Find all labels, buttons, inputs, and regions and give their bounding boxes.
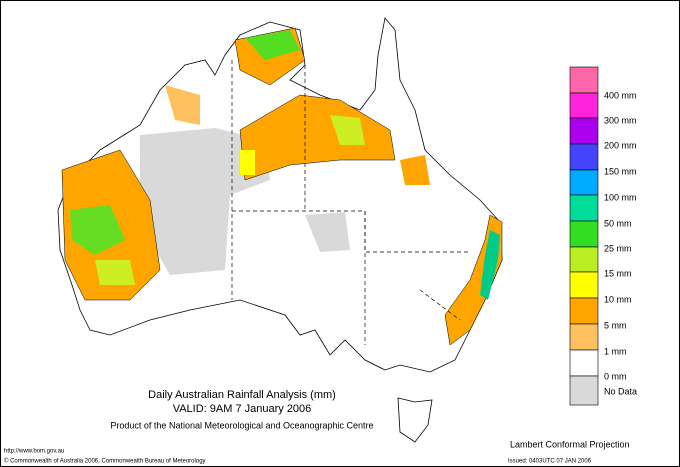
- australia: [57, 17, 503, 443]
- legend-label: No Data: [604, 386, 637, 396]
- legend-label: 0 mm: [604, 371, 627, 381]
- issued: Issued: 0403UTC 07 JAN 2006: [508, 459, 592, 465]
- state-borders: [231, 60, 470, 345]
- product: Product of the National Meteorological a…: [110, 420, 373, 430]
- legend-label: 300 mm: [604, 115, 637, 125]
- title: Daily Australian Rainfall Analysis (mm): [148, 389, 336, 401]
- legend-label: 10 mm: [604, 294, 632, 304]
- projection: Lambert Conformal Projection: [510, 439, 630, 449]
- legend-label: 200 mm: [604, 140, 637, 150]
- copyright: © Commonwealth of Australia 2006, Common…: [4, 458, 206, 465]
- url: http://www.bom.gov.au: [4, 449, 64, 455]
- legend-label: 100 mm: [604, 192, 637, 202]
- legend-label: 400 mm: [604, 90, 637, 100]
- legend-label: 50 mm: [604, 218, 632, 228]
- legend-label: 150 mm: [604, 166, 637, 176]
- subtitle: VALID: 9AM 7 January 2006: [173, 403, 312, 415]
- legend-label: 15 mm: [604, 268, 632, 278]
- legend-label: 5 mm: [604, 320, 627, 330]
- legend-label: 25 mm: [604, 243, 632, 253]
- legend: [569, 66, 599, 406]
- legend-labels: 400 mm 300 mm 200 mm 150 mm 100 mm 50 mm 25 mm…: [604, 90, 637, 396]
- legend-label: 1 mm: [604, 346, 627, 356]
